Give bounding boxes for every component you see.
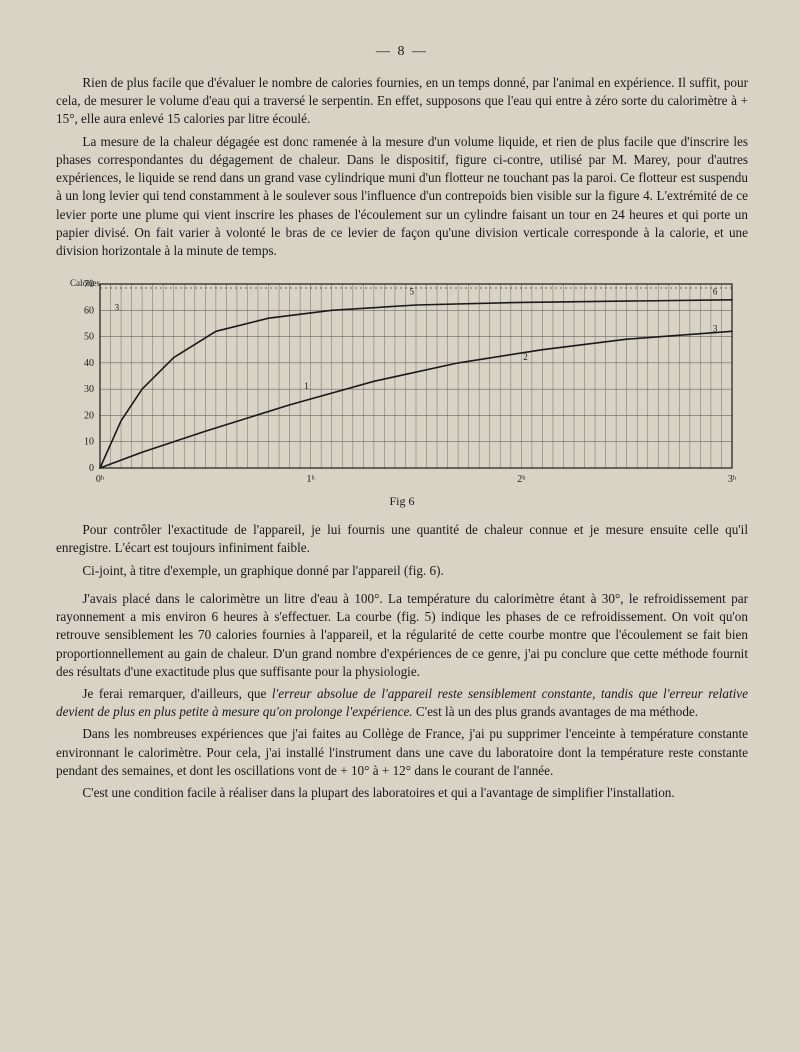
chart-svg: 010203040506070Calories0ʰ1ʰ2ʰ3ʰ312563: [62, 278, 742, 488]
paragraph-3: Pour contrôler l'exactitude de l'apparei…: [56, 521, 748, 557]
svg-text:0ʰ: 0ʰ: [96, 474, 105, 485]
page-number: — 8 —: [56, 44, 748, 60]
svg-text:60: 60: [84, 305, 94, 316]
paragraph-7: Dans les nombreuses expériences que j'ai…: [56, 725, 748, 780]
svg-text:3ʰ: 3ʰ: [728, 474, 737, 485]
svg-text:30: 30: [84, 384, 94, 395]
svg-text:10: 10: [84, 437, 94, 448]
paragraph-5: J'avais placé dans le calorimètre un lit…: [56, 590, 748, 681]
svg-text:2ʰ: 2ʰ: [517, 474, 526, 485]
paragraph-4: Ci-joint, à titre d'exemple, un graphiqu…: [56, 562, 748, 580]
paragraph-6: Je ferai remarquer, d'ailleurs, que l'er…: [56, 685, 748, 721]
svg-text:50: 50: [84, 332, 94, 343]
svg-text:0: 0: [89, 463, 94, 474]
svg-text:3: 3: [713, 324, 718, 334]
svg-text:2: 2: [523, 352, 528, 362]
page: — 8 — Rien de plus facile que d'évaluer …: [0, 0, 800, 1052]
svg-text:1: 1: [304, 381, 309, 391]
svg-text:3: 3: [115, 302, 120, 312]
svg-text:Calories: Calories: [70, 278, 100, 288]
figure-label: Fig 6: [62, 494, 742, 509]
svg-text:40: 40: [84, 358, 94, 369]
p6-before: Je ferai remarquer, d'ailleurs, que: [82, 686, 271, 701]
paragraph-8: C'est une condition facile à réaliser da…: [56, 784, 748, 802]
figure-6: 010203040506070Calories0ʰ1ʰ2ʰ3ʰ312563 Fi…: [62, 278, 742, 509]
svg-text:1ʰ: 1ʰ: [307, 474, 316, 485]
p6-after: C'est là un des plus grands avantages de…: [413, 704, 698, 719]
paragraph-1: Rien de plus facile que d'évaluer le nom…: [56, 74, 748, 129]
paragraph-2: La mesure de la chaleur dégagée est donc…: [56, 133, 748, 261]
svg-text:20: 20: [84, 411, 94, 422]
